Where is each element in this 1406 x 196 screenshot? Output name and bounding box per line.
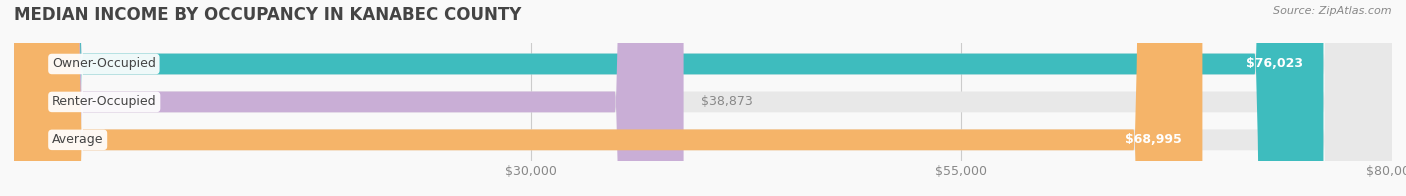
FancyBboxPatch shape xyxy=(14,0,1202,196)
Text: Renter-Occupied: Renter-Occupied xyxy=(52,95,156,108)
FancyBboxPatch shape xyxy=(14,0,1392,196)
Text: Owner-Occupied: Owner-Occupied xyxy=(52,57,156,71)
Text: $76,023: $76,023 xyxy=(1246,57,1303,71)
FancyBboxPatch shape xyxy=(14,0,1392,196)
Text: $68,995: $68,995 xyxy=(1125,133,1181,146)
Text: Source: ZipAtlas.com: Source: ZipAtlas.com xyxy=(1274,6,1392,16)
FancyBboxPatch shape xyxy=(14,0,1392,196)
Text: Average: Average xyxy=(52,133,104,146)
Text: $38,873: $38,873 xyxy=(700,95,752,108)
FancyBboxPatch shape xyxy=(14,0,1323,196)
FancyBboxPatch shape xyxy=(14,0,683,196)
Text: MEDIAN INCOME BY OCCUPANCY IN KANABEC COUNTY: MEDIAN INCOME BY OCCUPANCY IN KANABEC CO… xyxy=(14,6,522,24)
